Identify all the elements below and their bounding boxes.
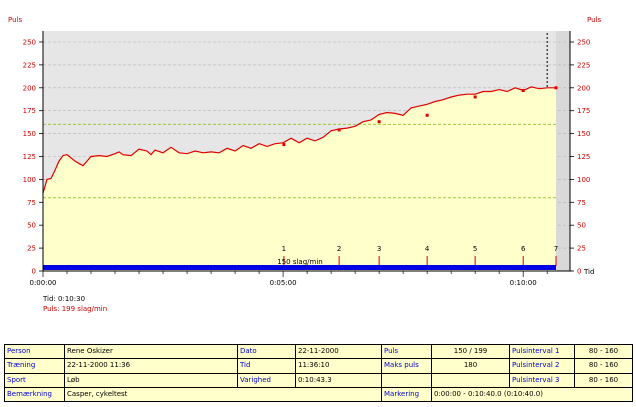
- x-tick-label: 0:00:00: [30, 279, 57, 287]
- lap-label: 6: [521, 245, 526, 253]
- pulsinterval3-label: Pulsinterval 3: [509, 372, 575, 388]
- sport-label: Sport: [4, 372, 65, 388]
- x-tick-label: 0:10:00: [510, 279, 537, 287]
- y-tick-label-left: 25: [27, 245, 36, 253]
- puls-value: 150 / 199: [431, 343, 510, 360]
- y-tick-label-right: 75: [577, 199, 586, 207]
- y-tick-label-right: 25: [577, 245, 586, 253]
- bar-label: 150 slag/min: [277, 258, 322, 266]
- pulsinterval3-value: 80 - 160: [574, 372, 633, 388]
- cursor-time-label: Tid: 0:10:30: [42, 295, 85, 303]
- lap-label: 2: [337, 245, 341, 253]
- markering-label: Markering: [381, 386, 432, 403]
- y-axis-left: 0 25 50 75 100 125 150 175 200 225 250: [23, 38, 43, 276]
- y-tick-label-right: 200: [577, 84, 590, 92]
- info-row-3: Sport Løb Varighed 0:10:43.3 Pulsinterva…: [4, 372, 633, 388]
- y-tick-label-left: 50: [27, 222, 36, 230]
- lap-marker: [554, 86, 558, 90]
- person-label: Person: [4, 343, 65, 360]
- info-table: Person Rene Oskizer Dato 22-11-2000 Puls…: [4, 343, 633, 403]
- makspuls-label: Maks puls: [381, 358, 432, 374]
- lap-marker: [377, 120, 381, 124]
- bemaerkning-label: Bemærkning: [4, 386, 65, 403]
- y-tick-label-right: 50: [577, 222, 586, 230]
- puls-label: Puls: [381, 343, 432, 360]
- y-axis-right: 0 25 50 75 100 125 150 175 200 225 250: [570, 38, 590, 276]
- pulse-fill-area: [43, 86, 556, 272]
- varighed-value: 0:10:43.3: [295, 372, 382, 388]
- y-tick-label-left: 100: [23, 176, 36, 184]
- lap-marker: [425, 113, 429, 117]
- y-tick-label-right: 125: [577, 153, 590, 161]
- heart-rate-chart[interactable]: 1 2 3 4 5 6 7 150 slag/min 0 25 50 75 100 125 150 175…: [0, 0, 636, 340]
- pulsinterval2-label: Pulsinterval 2: [509, 358, 575, 374]
- left-axis-title: Puls: [8, 16, 22, 24]
- y-tick-label-right: 175: [577, 107, 590, 115]
- lap-label: 5: [473, 245, 477, 253]
- y-tick-label-right: 0: [577, 268, 581, 276]
- pulsinterval1-label: Pulsinterval 1: [509, 343, 575, 360]
- y-tick-label-left: 75: [27, 199, 36, 207]
- person-value: Rene Oskizer: [64, 343, 238, 360]
- lap-label: 4: [425, 245, 430, 253]
- info-row-2: Træning 22-11-2000 11:36 Tid 11:36:10 Ma…: [4, 358, 633, 374]
- x-axis: 0:00:00 0:05:00 0:10:00: [30, 271, 548, 287]
- cursor-puls-label: Puls: 199 slag/min: [43, 305, 107, 313]
- lap-label: 7: [554, 245, 558, 253]
- y-tick-label-left: 0: [32, 268, 36, 276]
- lap-marker: [282, 143, 286, 147]
- tid-value: 11:36:10: [295, 358, 382, 374]
- y-tick-label-left: 150: [23, 130, 36, 138]
- lap-marker: [337, 128, 341, 132]
- makspuls-value: 180: [431, 358, 510, 374]
- info-row-4: Bemærkning Casper, cykeltest Markering 0…: [4, 386, 633, 403]
- x-axis-title: Tid: [583, 268, 594, 276]
- sport-value: Løb: [64, 372, 238, 388]
- pulsinterval1-value: 80 - 160: [574, 343, 633, 360]
- y-tick-label-left: 250: [23, 38, 36, 46]
- pulsinterval2-value: 80 - 160: [574, 358, 633, 374]
- x-tick-label: 0:05:00: [270, 279, 297, 287]
- empty-label: [381, 372, 432, 388]
- varighed-label: Varighed: [237, 372, 296, 388]
- y-tick-label-left: 175: [23, 107, 36, 115]
- plot-margin-strip: [556, 31, 570, 271]
- selection-bar[interactable]: [43, 265, 556, 270]
- bemaerkning-value: Casper, cykeltest: [64, 386, 382, 403]
- y-tick-label-left: 225: [23, 61, 36, 69]
- y-tick-label-left: 125: [23, 153, 36, 161]
- tid-label: Tid: [237, 358, 296, 374]
- lap-marker: [521, 89, 525, 93]
- right-axis-title: Puls: [587, 16, 601, 24]
- lap-label: 1: [282, 245, 286, 253]
- empty-value: [431, 372, 510, 388]
- y-tick-label-right: 150: [577, 130, 590, 138]
- traening-label: Træning: [4, 358, 65, 374]
- markering-value: 0:00:00 - 0:10:40.0 (0:10:40.0): [431, 386, 633, 403]
- lap-marker: [473, 95, 477, 99]
- pulse-line: [42, 86, 556, 194]
- y-tick-label-right: 100: [577, 176, 590, 184]
- lap-label: 3: [377, 245, 381, 253]
- y-tick-label-right: 225: [577, 61, 590, 69]
- lap-markers: 1 2 3 4 5 6 7: [282, 86, 558, 266]
- y-tick-label-right: 250: [577, 38, 590, 46]
- dato-label: Dato: [237, 343, 296, 360]
- traening-value: 22-11-2000 11:36: [64, 358, 238, 374]
- y-tick-label-left: 200: [23, 84, 36, 92]
- dato-value: 22-11-2000: [295, 343, 382, 360]
- info-row-1: Person Rene Oskizer Dato 22-11-2000 Puls…: [4, 343, 633, 360]
